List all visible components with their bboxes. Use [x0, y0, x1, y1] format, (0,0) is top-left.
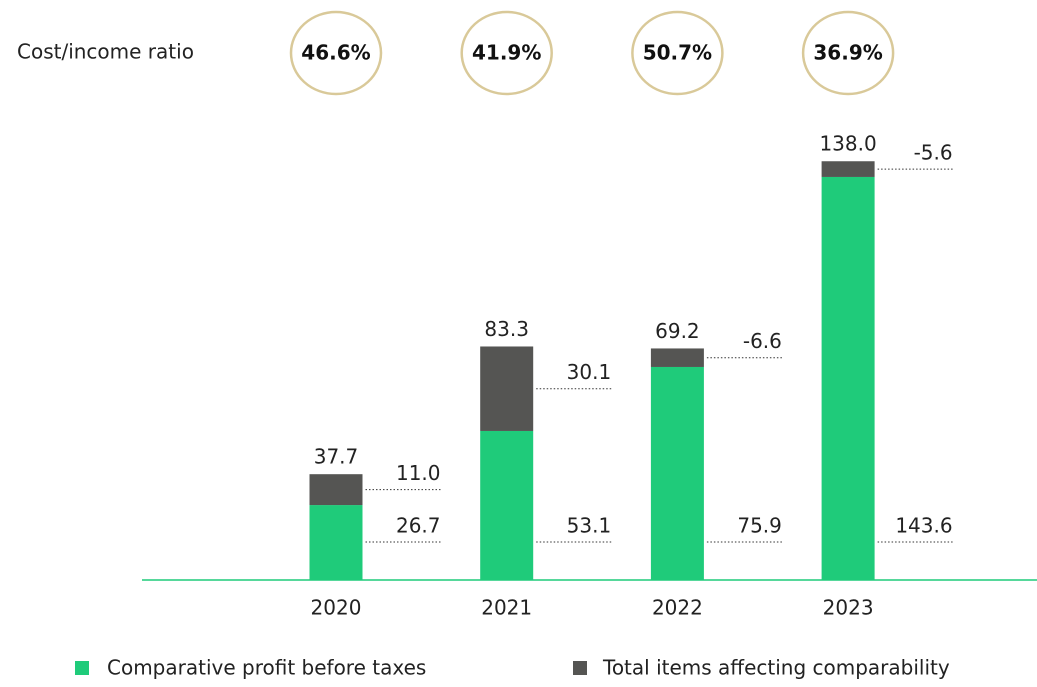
value-label: 143.6 [895, 514, 952, 538]
ratio-value: 50.7% [643, 41, 712, 65]
value-label: 26.7 [396, 514, 441, 538]
total-label: 69.2 [655, 319, 700, 343]
bar [480, 430, 534, 580]
bar [309, 505, 363, 580]
legend-swatch [573, 661, 587, 675]
bar [480, 346, 534, 431]
bar [650, 348, 704, 367]
value-label: 11.0 [396, 461, 441, 485]
value-label: 75.9 [737, 514, 782, 538]
value-label: 30.1 [567, 360, 612, 384]
total-label: 83.3 [484, 317, 529, 341]
total-label: 138.0 [819, 132, 876, 156]
ratio-value: 46.6% [301, 41, 370, 65]
legend-label: Total items affecting comparability [602, 656, 950, 680]
x-tick-label: 2022 [652, 596, 703, 620]
ratio-circle [801, 10, 895, 96]
total-label: 37.7 [314, 445, 359, 469]
value-label: -5.6 [914, 141, 953, 165]
bar [821, 176, 875, 581]
ratio-circle [631, 10, 724, 96]
ratio-label: Cost/income ratio [17, 40, 194, 64]
x-tick-label: 2023 [823, 596, 874, 620]
x-tick-label: 2021 [481, 596, 532, 620]
ratio-circle [460, 10, 553, 96]
legend-swatch [75, 661, 89, 675]
ratio-circle [289, 10, 383, 96]
bar [309, 474, 363, 506]
x-tick-label: 2020 [311, 596, 362, 620]
ratio-value: 41.9% [472, 41, 541, 65]
bar [821, 161, 875, 177]
value-label: -6.6 [743, 329, 782, 353]
legend-label: Comparative profit before taxes [107, 656, 426, 680]
bar [650, 366, 704, 580]
value-label: 53.1 [567, 514, 612, 538]
ratio-value: 36.9% [813, 41, 882, 65]
